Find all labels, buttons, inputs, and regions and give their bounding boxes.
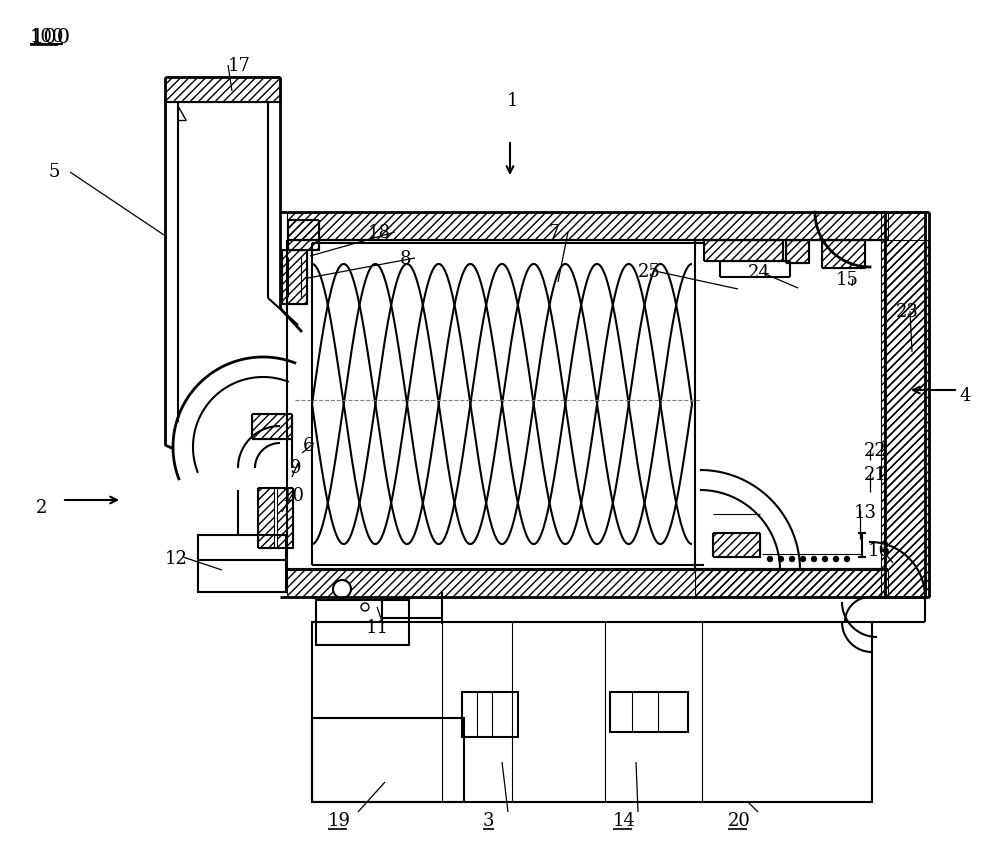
Text: 17: 17 [228, 57, 251, 75]
Circle shape [812, 557, 816, 562]
Bar [287, 212, 888, 240]
Text: 100: 100 [30, 28, 64, 46]
Bar [462, 692, 518, 737]
Bar [288, 220, 319, 250]
Bar [822, 240, 865, 268]
Text: 18: 18 [368, 224, 391, 242]
Circle shape [800, 557, 806, 562]
Bar [282, 250, 307, 304]
Bar [287, 569, 888, 597]
Text: 2: 2 [36, 499, 47, 517]
Circle shape [333, 580, 351, 598]
Circle shape [790, 557, 794, 562]
Circle shape [834, 557, 838, 562]
Circle shape [822, 557, 828, 562]
Text: 4: 4 [960, 387, 971, 405]
Text: 20: 20 [728, 812, 751, 830]
Bar [165, 77, 280, 102]
Text: 25: 25 [638, 263, 661, 281]
Circle shape [768, 557, 772, 562]
Text: 14: 14 [613, 812, 636, 830]
Text: 10: 10 [282, 487, 305, 505]
Text: 24: 24 [748, 264, 771, 282]
Bar [316, 600, 409, 645]
Bar [198, 535, 286, 592]
Text: 100: 100 [30, 28, 70, 47]
Text: 6: 6 [303, 437, 314, 455]
Bar [312, 622, 872, 802]
Text: 7: 7 [548, 224, 559, 242]
Bar [695, 569, 885, 597]
Text: 3: 3 [483, 812, 494, 830]
Text: 16: 16 [868, 542, 891, 560]
Bar [312, 718, 464, 802]
Text: 21: 21 [864, 466, 887, 484]
Bar [252, 414, 292, 439]
Text: 11: 11 [366, 619, 389, 637]
Text: 15: 15 [836, 271, 859, 289]
Text: 22: 22 [864, 442, 887, 460]
Circle shape [778, 557, 784, 562]
Bar [258, 488, 274, 548]
Bar [277, 488, 293, 548]
Text: 1: 1 [507, 92, 518, 110]
Text: 5: 5 [48, 163, 59, 181]
Bar [713, 533, 760, 557]
Bar [610, 692, 688, 732]
Text: 9: 9 [290, 459, 302, 477]
Bar [704, 240, 783, 261]
Circle shape [844, 557, 850, 562]
Text: 12: 12 [165, 550, 188, 568]
Text: 19: 19 [328, 812, 351, 830]
Text: 13: 13 [854, 504, 877, 522]
Bar [881, 212, 925, 597]
Text: 8: 8 [400, 250, 412, 268]
Text: 23: 23 [896, 303, 919, 321]
Circle shape [361, 603, 369, 611]
Bar [885, 240, 929, 597]
Bar [786, 240, 809, 263]
